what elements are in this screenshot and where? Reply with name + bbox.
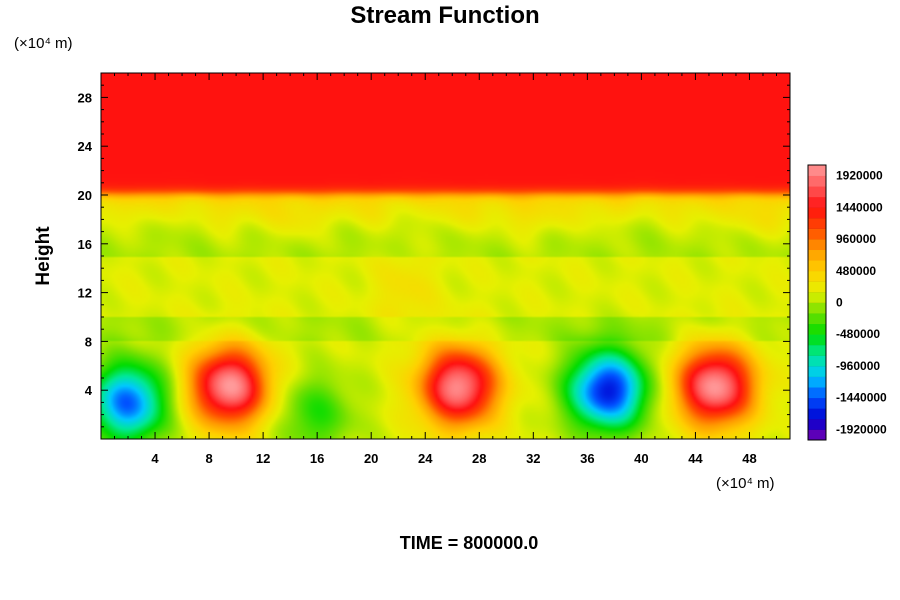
colorbar-swatch <box>808 175 826 187</box>
x-axis-unit: (×10⁴ m) <box>716 475 775 492</box>
colorbar-swatch <box>808 344 826 356</box>
x-tick-label: 4 <box>151 451 159 466</box>
colorbar-swatch <box>808 313 826 325</box>
colorbar-frame <box>807 164 827 441</box>
colorbar-swatch <box>808 281 826 293</box>
colorbar-tick-label: 0 <box>836 296 843 310</box>
colorbar-tick-label: 1920000 <box>836 169 883 183</box>
colorbar-swatch <box>808 165 826 176</box>
y-tick-label: 8 <box>85 334 92 349</box>
colorbar-swatch <box>808 249 826 261</box>
colorbar-swatch <box>808 186 826 198</box>
y-axis-label: Height <box>33 226 54 286</box>
colorbar-swatch <box>808 355 826 367</box>
colorbar-tick-label: -480000 <box>836 327 880 341</box>
x-tick-label: 48 <box>742 451 756 466</box>
colorbar-swatch <box>808 196 826 208</box>
colorbar-swatch <box>808 418 826 430</box>
y-axis-unit: (×10⁴ m) <box>14 35 73 52</box>
y-tick-label: 20 <box>78 188 92 203</box>
x-tick-label: 28 <box>472 451 486 466</box>
contour-field <box>101 73 790 439</box>
x-tick-label: 44 <box>688 451 703 466</box>
colorbar-tick-label: 1440000 <box>836 200 883 214</box>
colorbar-swatch <box>808 323 826 335</box>
colorbar-swatch <box>808 260 826 272</box>
colorbar-ticks: 1920000 1440000 960000 480000 0 -480000 -96000… <box>836 169 887 437</box>
y-axis: 4 8 12 16 20 24 28 <box>78 84 790 428</box>
x-tick-label: 8 <box>205 451 212 466</box>
x-tick-label: 32 <box>526 451 540 466</box>
colorbar-swatch <box>808 397 826 409</box>
colorbar-swatch <box>808 376 826 388</box>
y-tick-label: 4 <box>85 383 93 398</box>
colorbar-tick-label: 480000 <box>836 264 876 278</box>
y-tick-label: 16 <box>78 237 92 252</box>
colorbar-swatch <box>808 270 826 282</box>
x-tick-label: 24 <box>418 451 433 466</box>
y-tick-label: 24 <box>78 139 93 154</box>
chart-title: Stream Function <box>350 2 539 29</box>
colorbar-swatch <box>808 365 826 377</box>
colorbar-swatch <box>808 217 826 229</box>
y-tick-label: 28 <box>78 90 92 105</box>
colorbar-swatch <box>808 239 826 251</box>
colorbar-swatch <box>808 302 826 314</box>
colorbar-swatch <box>808 228 826 240</box>
colorbar-swatch <box>808 429 826 441</box>
colorbar-swatch <box>808 291 826 303</box>
colorbar-swatch <box>808 207 826 219</box>
x-tick-label: 36 <box>580 451 594 466</box>
colorbar-tick-label: -1920000 <box>836 422 887 436</box>
x-tick-label: 12 <box>256 451 270 466</box>
x-axis: 4 8 12 16 20 24 28 32 36 40 44 48 <box>114 73 777 466</box>
colorbar-tick-label: 960000 <box>836 232 876 246</box>
contour-field-image <box>101 73 790 439</box>
colorbar-tick-label: -1440000 <box>836 391 887 405</box>
y-tick-label: 12 <box>78 286 92 301</box>
colorbar-swatch <box>808 408 826 420</box>
x-tick-label: 16 <box>310 451 324 466</box>
time-annotation: TIME = 800000.0 <box>400 533 539 553</box>
colorbar-swatch <box>808 387 826 399</box>
x-tick-label: 20 <box>364 451 378 466</box>
x-tick-label: 40 <box>634 451 648 466</box>
colorbar-swatch <box>808 334 826 346</box>
colorbar <box>807 164 827 441</box>
colorbar-tick-label: -960000 <box>836 359 880 373</box>
